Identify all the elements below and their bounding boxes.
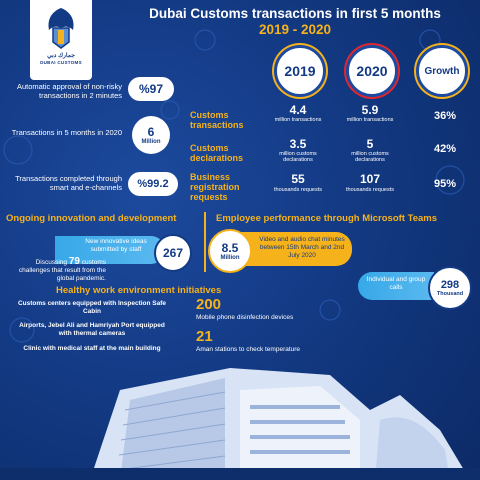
ideas-value: 267	[154, 234, 192, 272]
section-divider	[204, 212, 206, 272]
row-2-2020-value: 5	[366, 137, 374, 151]
discussing-prefix: Discussing	[35, 259, 68, 266]
minutes-value: 8.5	[221, 241, 239, 255]
minutes-text: Video and audio chat minutes between 15t…	[259, 236, 345, 259]
innovation-section-title: Ongoing innovation and development	[6, 213, 177, 224]
discussing-rest: customs challenges that result from the …	[18, 259, 106, 282]
left-stat-2-value-circle: 6 Million	[132, 116, 170, 154]
calls-value: 298	[440, 279, 460, 291]
minutes-unit: Million	[220, 255, 240, 261]
devices-text: Mobile phone disinfection devices	[196, 314, 294, 321]
row-2-2019-unit: million customs declarations	[279, 151, 317, 163]
calls-unit: Thousand	[436, 291, 464, 297]
calls-bar	[358, 272, 434, 300]
logo-arabic-text: جمارك دبي	[47, 53, 75, 59]
row-1-2019-unit: million transactions	[274, 117, 322, 123]
left-stat-2-text: Transactions in 5 months in 2020	[11, 128, 122, 137]
left-stat-3-text: Transactions completed through smart and…	[15, 174, 122, 192]
left-stat-1-value: %97	[128, 77, 174, 101]
stations-value: 21	[196, 328, 213, 345]
row-3-2020-value: 107	[359, 172, 381, 186]
left-stat-2-value: 6	[147, 125, 155, 139]
healthy-item-3: Clinic with medical staff at the main bu…	[23, 345, 161, 352]
row-1-growth: 36%	[433, 110, 457, 122]
row-1-2020-value: 5.9	[361, 103, 379, 117]
calls-text: Individual and group calls	[366, 276, 426, 291]
discussing-number: 79	[68, 256, 80, 267]
row-2-2019-value: 3.5	[289, 137, 307, 151]
teams-section-title: Employee performance through Microsoft T…	[216, 213, 438, 224]
ideas-bar	[55, 236, 165, 264]
row-2-growth: 42%	[433, 143, 457, 155]
row-3-growth: 95%	[433, 178, 457, 190]
discussing-text: Discussing 79 customs challenges that re…	[6, 256, 106, 283]
calls-value-circle: 298 Thousand	[428, 266, 472, 310]
stations-text: Aman stations to check temperature	[196, 346, 301, 353]
column-2019-badge: 2019	[274, 45, 326, 97]
title-line-1: Dubai Customs transactions in first 5 mo…	[149, 6, 441, 21]
title-line-2: 2019 - 2020	[258, 22, 332, 37]
row-3-label: Business registration requests	[190, 172, 240, 202]
page-title: Dubai Customs transactions in first 5 mo…	[130, 6, 460, 38]
healthy-item-2: Airports, Jebel Ali and Hamriyah Port eq…	[19, 322, 165, 337]
left-stat-3-value: %99.2	[128, 172, 178, 196]
row-3-2019-value: 55	[291, 172, 305, 186]
row-1-2019-value: 4.4	[289, 103, 307, 117]
row-3-2020-unit: thousands requests	[345, 187, 394, 193]
row-2-2020-unit: million customs declarations	[351, 151, 389, 163]
healthy-item-1: Customs centers equipped with Inspection…	[17, 300, 167, 315]
row-1-label: Customs transactions	[190, 110, 244, 130]
minutes-value-circle: 8.5 Million	[208, 229, 252, 273]
falcon-emblem-icon	[48, 8, 74, 49]
logo-english-text: DUBAI CUSTOMS	[40, 60, 82, 65]
building-illustration	[0, 368, 480, 480]
dubai-customs-logo: جمارك دبي DUBAI CUSTOMS	[30, 0, 92, 80]
column-growth-badge: Growth	[416, 45, 468, 97]
left-stat-1-text: Automatic approval of non-risky transact…	[16, 82, 122, 100]
row-1-2020-unit: million transactions	[346, 117, 394, 123]
row-2-label: Customs declarations	[190, 143, 244, 163]
devices-value: 200	[196, 296, 222, 313]
minutes-bar	[232, 232, 352, 266]
ideas-text: New innovative ideas submitted by staff	[85, 238, 147, 253]
column-2020-badge: 2020	[346, 45, 398, 97]
row-3-2019-unit: thousands requests	[273, 187, 322, 193]
left-stat-2-unit: Million	[141, 139, 161, 145]
healthy-section-title: Healthy work environment initiatives	[56, 285, 222, 296]
